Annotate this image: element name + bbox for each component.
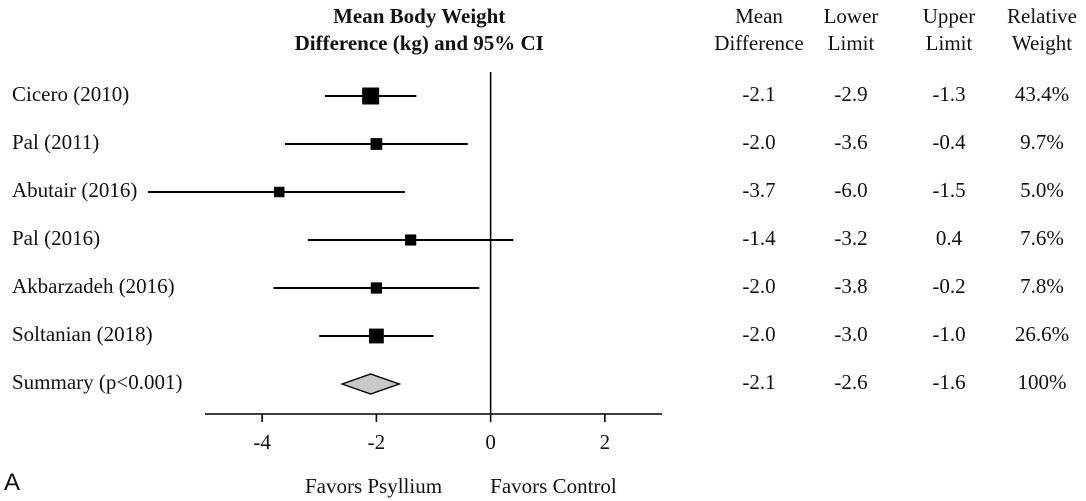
column-header-line: Limit — [828, 31, 875, 55]
study-label: Pal (2016) — [12, 226, 100, 250]
summary-lower-value: -2.6 — [834, 370, 867, 394]
panel-label: A — [4, 469, 20, 496]
point-estimate-marker — [368, 328, 384, 344]
x-tick-label: 0 — [485, 430, 496, 454]
lower-limit-value: -3.0 — [834, 322, 867, 346]
lower-limit-value: -3.8 — [834, 274, 867, 298]
upper-limit-value: -0.2 — [932, 274, 965, 298]
relative-weight-value: 26.6% — [1015, 322, 1069, 346]
favors-right-label: Favors Control — [490, 474, 617, 498]
mean-difference-value: -2.0 — [742, 274, 775, 298]
x-tick-label: 2 — [600, 430, 611, 454]
column-header-line: Difference — [714, 31, 803, 55]
upper-limit-value: -1.3 — [932, 82, 965, 106]
mean-difference-value: -2.0 — [742, 322, 775, 346]
relative-weight-value: 5.0% — [1020, 178, 1064, 202]
point-estimate-marker — [370, 282, 382, 294]
column-header-line: Lower — [824, 4, 879, 28]
summary-weight-value: 100% — [1018, 370, 1067, 394]
study-label: Abutair (2016) — [12, 178, 137, 202]
study-label: Akbarzadeh (2016) — [12, 274, 175, 298]
column-header-line: Mean — [735, 4, 783, 28]
x-tick-label: -4 — [253, 430, 271, 454]
summary-mean-value: -2.1 — [742, 370, 775, 394]
chart-title-line: Difference (kg) and 95% CI — [295, 31, 544, 55]
lower-limit-value: -2.9 — [834, 82, 867, 106]
chart-title-line: Mean Body Weight — [333, 4, 505, 28]
column-header-line: Upper — [923, 4, 975, 28]
mean-difference-value: -3.7 — [742, 178, 775, 202]
study-label: Soltanian (2018) — [12, 322, 153, 346]
summary-upper-value: -1.6 — [932, 370, 965, 394]
upper-limit-value: -0.4 — [932, 130, 966, 154]
point-estimate-marker — [274, 186, 285, 198]
upper-limit-value: 0.4 — [936, 226, 963, 250]
plot-text-layer: Mean Body Weight Difference (kg) and 95% … — [4, 4, 1077, 498]
relative-weight-value: 9.7% — [1020, 130, 1064, 154]
lower-limit-value: -3.6 — [834, 130, 867, 154]
study-label: Cicero (2010) — [12, 82, 129, 106]
lower-limit-value: -3.2 — [834, 226, 867, 250]
x-tick-label: -2 — [368, 430, 386, 454]
summary-label: Summary (p<0.001) — [12, 370, 183, 394]
relative-weight-value: 7.6% — [1020, 226, 1064, 250]
lower-limit-value: -6.0 — [834, 178, 867, 202]
mean-difference-value: -2.0 — [742, 130, 775, 154]
column-header-line: Weight — [1012, 31, 1072, 55]
summary-diamond — [339, 373, 402, 395]
plot-marks-layer — [274, 87, 417, 395]
column-header-line: Limit — [926, 31, 973, 55]
point-estimate-marker — [370, 138, 383, 150]
favors-left-label: Favors Psyllium — [305, 474, 442, 498]
column-header-line: Relative — [1007, 4, 1077, 28]
mean-difference-value: -1.4 — [742, 226, 776, 250]
point-estimate-marker — [405, 234, 417, 246]
relative-weight-value: 7.8% — [1020, 274, 1064, 298]
study-label: Pal (2011) — [12, 130, 99, 154]
relative-weight-value: 43.4% — [1015, 82, 1069, 106]
mean-difference-value: -2.1 — [742, 82, 775, 106]
upper-limit-value: -1.0 — [932, 322, 965, 346]
upper-limit-value: -1.5 — [932, 178, 965, 202]
plot-lines-layer — [147, 72, 662, 422]
point-estimate-marker — [362, 87, 380, 105]
